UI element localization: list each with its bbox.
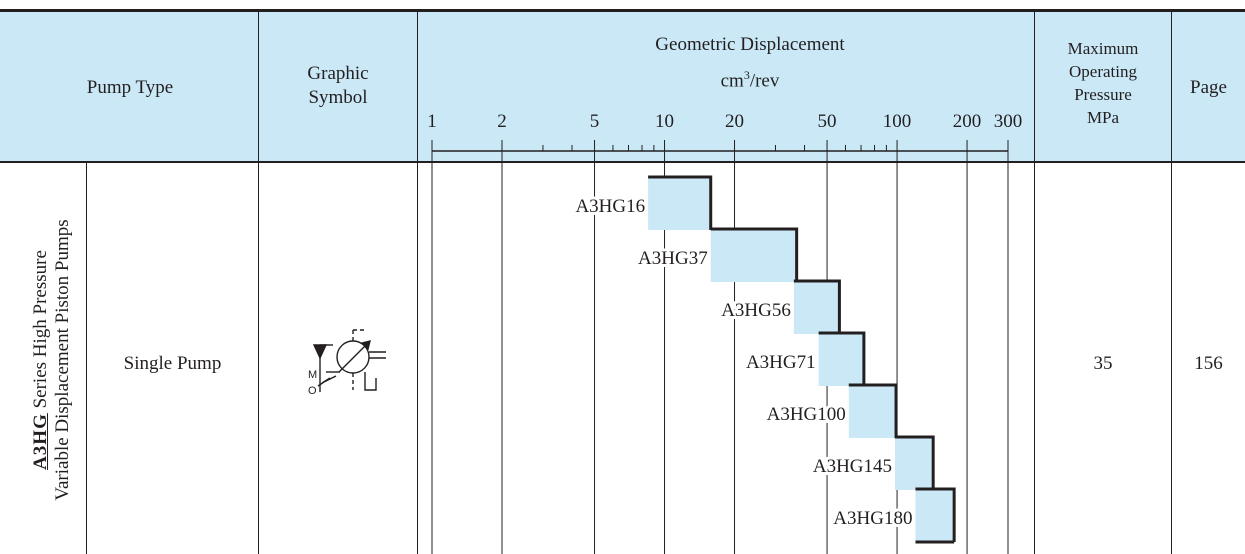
max-pressure-line1: Maximum — [1067, 39, 1139, 58]
header-background — [0, 12, 1245, 162]
displacement-chart: 1 2 5 10 20 50 100 200 300 A3HG16 A3HG37 A3HG56 A3HG… — [427, 111, 1022, 554]
bar-a3hg100 — [848, 385, 897, 438]
header-pump-type: Pump Type — [86, 77, 174, 98]
header-max-pressure: Maximum Operating Pressure MPa — [1036, 37, 1170, 129]
bar-outline — [818, 331, 866, 386]
column-divider — [417, 12, 418, 554]
header-graphic-symbol-line2: Symbol — [308, 87, 368, 108]
column-divider — [1171, 12, 1172, 554]
bar-outline — [848, 383, 898, 438]
series-divider — [86, 162, 87, 554]
symbol-m-label: M — [308, 369, 317, 381]
bar-a3hg56 — [793, 281, 840, 334]
bar-label: A3HG145 — [813, 456, 892, 477]
header-displacement-title: Geometric Displacement — [655, 34, 845, 55]
row-page: 156 — [1194, 353, 1223, 374]
row-max-pressure: 35 — [1093, 353, 1113, 374]
bar-label: A3HG71 — [746, 352, 816, 373]
max-pressure-line4: MPa — [1086, 108, 1120, 127]
bar-a3hg16 — [648, 177, 711, 230]
bar-outline — [793, 279, 841, 334]
max-pressure-line2: Operating — [1069, 62, 1137, 81]
bar-label: A3HG180 — [833, 508, 912, 529]
x-tick-label: 2 — [497, 111, 507, 132]
bar-label: A3HG16 — [575, 196, 645, 217]
x-tick-label: 50 — [818, 111, 837, 132]
x-tick-label: 300 — [994, 111, 1023, 132]
unit-sup: 3 — [743, 68, 750, 82]
max-pressure-line3: Pressure — [1074, 85, 1132, 104]
bar-a3hg145 — [895, 437, 934, 490]
column-divider — [1034, 12, 1035, 554]
column-divider — [258, 12, 259, 554]
variable-pump-symbol-icon — [312, 329, 386, 392]
bar-outline — [710, 227, 799, 282]
x-tick-label: 20 — [725, 111, 744, 132]
header-graphic-symbol: Graphic Symbol — [268, 62, 408, 110]
bar-a3hg180 — [915, 489, 955, 542]
row-pump-type: Single Pump — [123, 353, 222, 374]
bar-label: A3HG56 — [721, 300, 791, 321]
x-tick-label: 200 — [953, 111, 982, 132]
x-tick-label: 1 — [427, 111, 437, 132]
bar-label: A3HG100 — [767, 404, 846, 425]
unit-prefix: cm — [720, 70, 744, 92]
x-tick-label: 10 — [655, 111, 674, 132]
x-tick-label: 100 — [883, 111, 912, 132]
symbol-o-label: O — [308, 385, 317, 397]
bar-label: A3HG37 — [638, 248, 708, 269]
bar-outline — [648, 175, 713, 230]
bar-a3hg37 — [710, 229, 797, 282]
header-rule — [0, 161, 1245, 163]
x-tick-label: 5 — [590, 111, 600, 132]
header-displacement-unit: cm3/rev — [630, 63, 870, 93]
header-page: Page — [1190, 77, 1227, 98]
bar-outline — [915, 487, 956, 542]
header-graphic-symbol-line1: Graphic — [307, 63, 369, 84]
bar-outline — [895, 435, 935, 490]
bar-a3hg71 — [818, 333, 864, 386]
unit-suffix: /rev — [749, 70, 780, 92]
top-rule — [0, 9, 1245, 12]
